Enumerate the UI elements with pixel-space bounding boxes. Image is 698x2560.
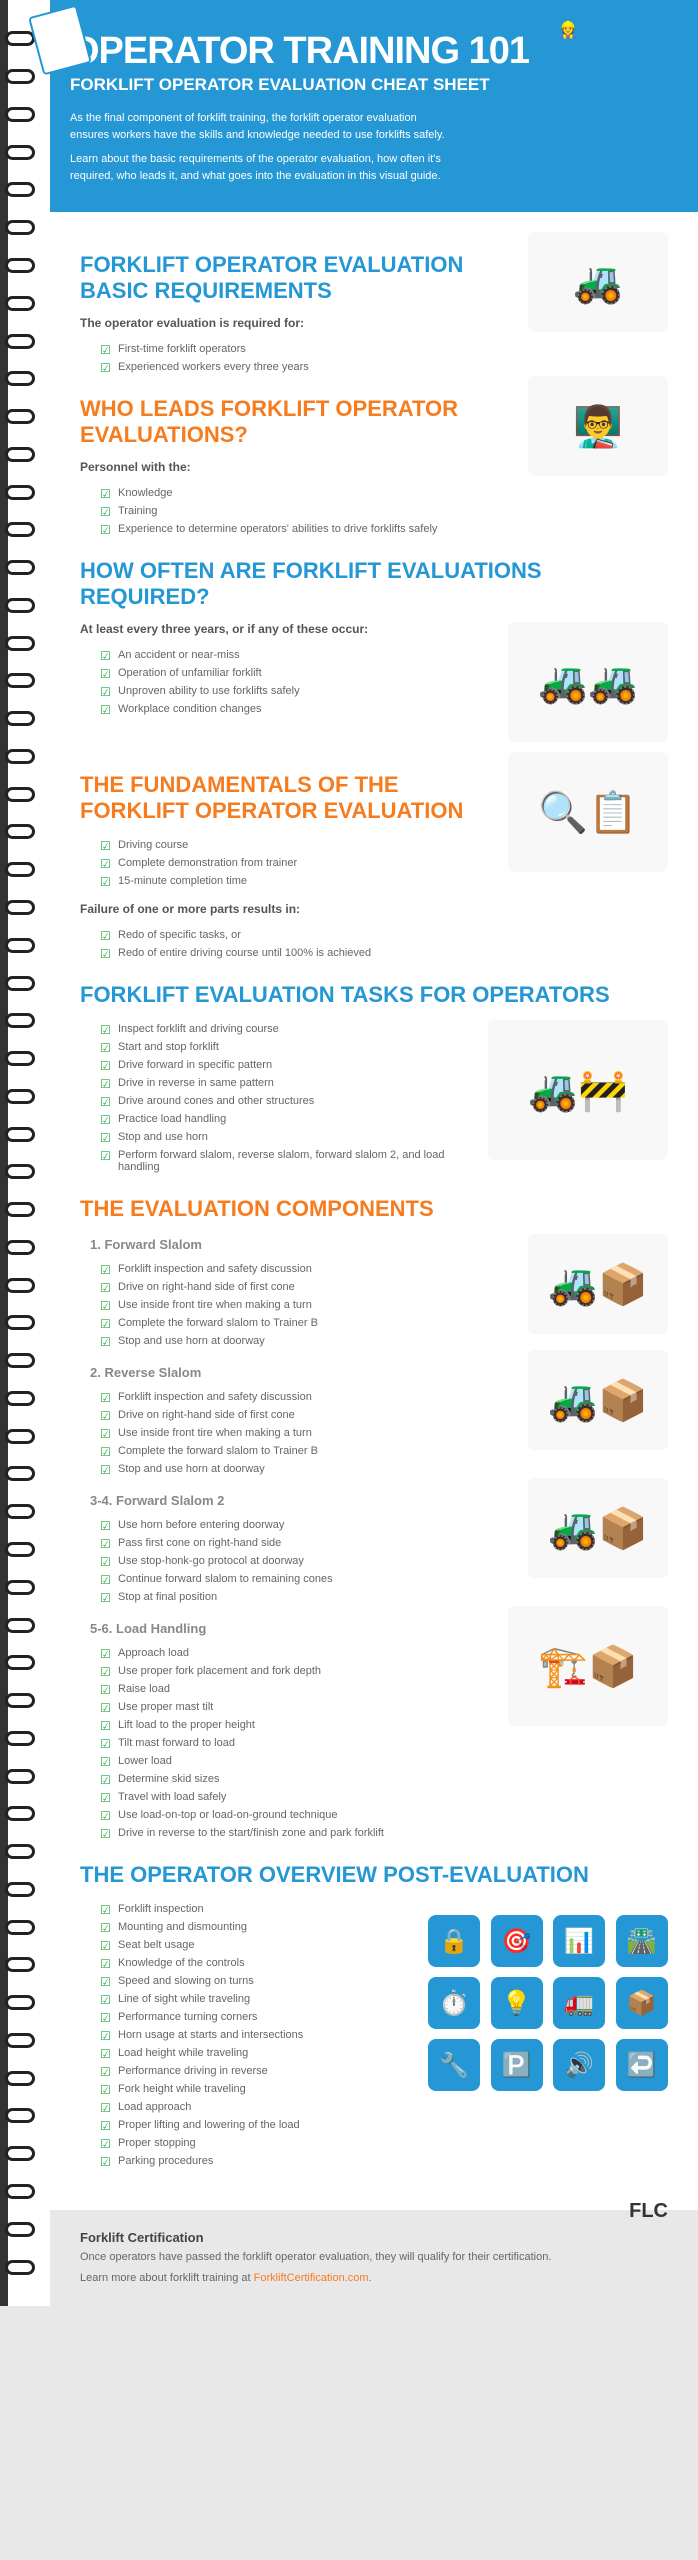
header: OPERATOR TRAINING 101 FORKLIFT OPERATOR … [50, 0, 698, 212]
list-item: Start and stop forklift [100, 1038, 668, 1056]
footer-title: Forklift Certification [80, 2230, 668, 2245]
section-4-subtitle-2: Failure of one or more parts results in: [80, 902, 668, 916]
section-7-title: THE OPERATOR OVERVIEW POST-EVALUATION [80, 1862, 668, 1888]
section-3-list: An accident or near-missOperation of unf… [100, 646, 668, 718]
evaluator-illustration: 👨‍🏫 [528, 376, 668, 476]
list-item: Complete the forward slalom to Trainer B [100, 1442, 668, 1460]
footer: FLC Forklift Certification Once operator… [50, 2210, 698, 2306]
list-item: Practice load handling [100, 1110, 668, 1128]
list-item: Drive on right-hand side of first cone [100, 1406, 668, 1424]
list-item: Approach load [100, 1644, 668, 1662]
flc-logo: FLC [629, 2200, 668, 2223]
list-item: Continue forward slalom to remaining con… [100, 1570, 668, 1588]
list-item: Training [100, 502, 668, 520]
list-item: Determine skid sizes [100, 1770, 668, 1788]
list-item: Inspect forklift and driving course [100, 1020, 668, 1038]
section-6-title: THE EVALUATION COMPONENTS [80, 1196, 668, 1222]
list-item: Forklift inspection and safety discussio… [100, 1388, 668, 1406]
list-item: Use inside front tire when making a turn [100, 1296, 668, 1314]
footer-text-2: Learn more about forklift training at Fo… [80, 2270, 668, 2287]
list-item: Driving course [100, 836, 668, 854]
list-item: Stop at final position [100, 1588, 668, 1606]
list-item: Parking procedures [100, 2152, 668, 2170]
list-item: Seat belt usage [100, 1936, 668, 1954]
list-item: Experienced workers every three years [100, 358, 668, 376]
list-item: Use proper mast tilt [100, 1698, 668, 1716]
section-1-list: First-time forklift operatorsExperienced… [100, 340, 668, 376]
list-item: Performance turning corners [100, 2008, 668, 2026]
spiral-binding [0, 0, 50, 2306]
list-item: Use inside front tire when making a turn [100, 1424, 668, 1442]
list-item: Knowledge of the controls [100, 1954, 668, 1972]
list-item: Drive in reverse to the start/finish zon… [100, 1824, 668, 1842]
footer-text: Once operators have passed the forklift … [80, 2249, 668, 2266]
section-5-list: Inspect forklift and driving courseStart… [100, 1020, 668, 1176]
list-item: Redo of entire driving course until 100%… [100, 944, 668, 962]
list-item: Lower load [100, 1752, 668, 1770]
content-area: 🚜 FORKLIFT OPERATOR EVALUATION BASIC REQ… [50, 212, 698, 2190]
list-item: Use horn before entering doorway [100, 1516, 668, 1534]
intro-para-1: As the final component of forklift train… [70, 110, 450, 143]
list-item: Drive around cones and other structures [100, 1092, 668, 1110]
list-item: Operation of unfamiliar forklift [100, 664, 668, 682]
comp-3-list: Use horn before entering doorwayPass fir… [100, 1516, 668, 1606]
list-item: Stop and use horn [100, 1128, 668, 1146]
section-4-list-2: Redo of specific tasks, orRedo of entire… [100, 926, 668, 962]
list-item: Raise load [100, 1680, 668, 1698]
section-7-list: Forklift inspectionMounting and dismount… [100, 1900, 668, 2170]
list-item: Load height while traveling [100, 2044, 668, 2062]
comp-4-list: Approach loadUse proper fork placement a… [100, 1644, 668, 1842]
infographic-page: OPERATOR TRAINING 101 FORKLIFT OPERATOR … [0, 0, 698, 2306]
worker-illustration: 👷 [558, 20, 678, 200]
list-item: An accident or near-miss [100, 646, 668, 664]
list-item: Performance driving in reverse [100, 2062, 668, 2080]
list-item: Line of sight while traveling [100, 1990, 668, 2008]
intro-para-2: Learn about the basic requirements of th… [70, 151, 450, 184]
list-item: Stop and use horn at doorway [100, 1460, 668, 1478]
list-item: Proper stopping [100, 2134, 668, 2152]
list-item: Tilt mast forward to load [100, 1734, 668, 1752]
footer-link[interactable]: ForkliftCertification.com [254, 2272, 369, 2284]
list-item: First-time forklift operators [100, 340, 668, 358]
list-item: Drive in reverse in same pattern [100, 1074, 668, 1092]
list-item: Workplace condition changes [100, 700, 668, 718]
list-item: Stop and use horn at doorway [100, 1332, 668, 1350]
section-4-list-1: Driving courseComplete demonstration fro… [100, 836, 668, 890]
list-item: 15-minute completion time [100, 872, 668, 890]
list-item: Experience to determine operators' abili… [100, 520, 668, 538]
list-item: Proper lifting and lowering of the load [100, 2116, 668, 2134]
list-item: Unproven ability to use forklifts safely [100, 682, 668, 700]
forklift-illustration-1: 🚜 [528, 232, 668, 332]
list-item: Travel with load safely [100, 1788, 668, 1806]
list-item: Mounting and dismounting [100, 1918, 668, 1936]
list-item: Complete demonstration from trainer [100, 854, 668, 872]
list-item: Use proper fork placement and fork depth [100, 1662, 668, 1680]
list-item: Fork height while traveling [100, 2080, 668, 2098]
list-item: Pass first cone on right-hand side [100, 1534, 668, 1552]
list-item: Redo of specific tasks, or [100, 926, 668, 944]
list-item: Forklift inspection [100, 1900, 668, 1918]
section-5-title: FORKLIFT EVALUATION TASKS FOR OPERATORS [80, 982, 668, 1008]
list-item: Drive on right-hand side of first cone [100, 1278, 668, 1296]
list-item: Speed and slowing on turns [100, 1972, 668, 1990]
list-item: Horn usage at starts and intersections [100, 2026, 668, 2044]
list-item: Use load-on-top or load-on-ground techni… [100, 1806, 668, 1824]
list-item: Load approach [100, 2098, 668, 2116]
comp-1-list: Forklift inspection and safety discussio… [100, 1260, 668, 1350]
intro-text: As the final component of forklift train… [70, 110, 450, 184]
list-item: Lift load to the proper height [100, 1716, 668, 1734]
list-item: Knowledge [100, 484, 668, 502]
section-2-list: KnowledgeTrainingExperience to determine… [100, 484, 668, 538]
list-item: Complete the forward slalom to Trainer B [100, 1314, 668, 1332]
list-item: Use stop-honk-go protocol at doorway [100, 1552, 668, 1570]
comp-2-list: Forklift inspection and safety discussio… [100, 1388, 668, 1478]
section-3-title: HOW OFTEN ARE FORKLIFT EVALUATIONS REQUI… [80, 558, 668, 610]
list-item: Forklift inspection and safety discussio… [100, 1260, 668, 1278]
list-item: Perform forward slalom, reverse slalom, … [100, 1146, 668, 1176]
list-item: Drive forward in specific pattern [100, 1056, 668, 1074]
